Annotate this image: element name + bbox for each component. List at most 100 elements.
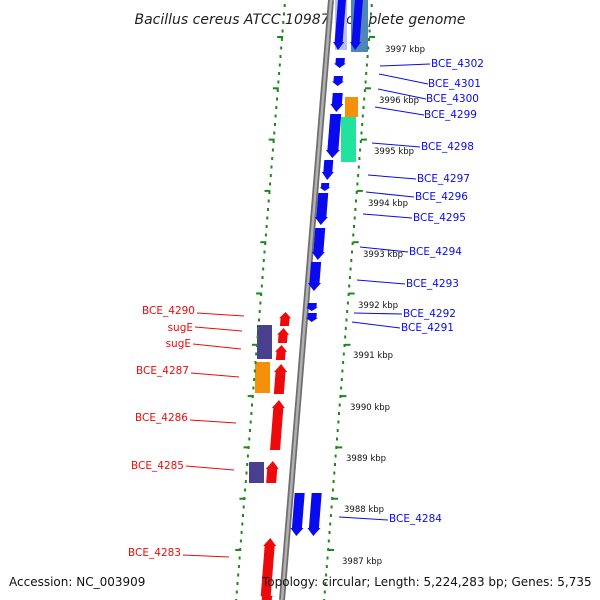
gene-label[interactable]: BCE_4296 bbox=[415, 191, 468, 203]
gene-label[interactable]: BCE_4291 bbox=[401, 322, 454, 334]
kbp-label: 3997 kbp bbox=[385, 45, 425, 55]
ring-dot bbox=[244, 480, 247, 483]
gene-label[interactable]: BCE_4301 bbox=[428, 78, 481, 90]
ring-dot bbox=[364, 80, 367, 84]
reverse-gene-arrow bbox=[260, 594, 274, 600]
ring-major-tick bbox=[369, 36, 376, 38]
gene-label[interactable]: BCE_4294 bbox=[409, 246, 462, 258]
ring-dot bbox=[351, 242, 354, 245]
ring-dot bbox=[244, 488, 247, 492]
ring-dot bbox=[340, 378, 343, 381]
ring-dot bbox=[245, 471, 248, 475]
ring-major-tick bbox=[268, 138, 275, 141]
ring-major-tick bbox=[243, 446, 250, 449]
ring-dot bbox=[324, 582, 327, 585]
ring-dot bbox=[254, 361, 257, 364]
gene-label[interactable]: BCE_4290 bbox=[142, 305, 195, 317]
ring-dot bbox=[264, 242, 267, 245]
ring-dot bbox=[368, 29, 371, 33]
gene-label[interactable]: BCE_4299 bbox=[424, 109, 477, 121]
ring-dot bbox=[338, 403, 341, 407]
ring-major-tick bbox=[344, 343, 351, 346]
ring-dot bbox=[331, 488, 334, 492]
reverse-gene-labels bbox=[182, 312, 245, 558]
gene-label[interactable]: BCE_4292 bbox=[403, 308, 456, 320]
ring-dot bbox=[350, 259, 353, 262]
ring-dot bbox=[357, 174, 360, 177]
gene-label[interactable]: BCE_4297 bbox=[417, 173, 470, 185]
gene-label[interactable]: BCE_4287 bbox=[136, 365, 189, 377]
gene-label[interactable]: BCE_4293 bbox=[406, 278, 459, 290]
ring-dot bbox=[359, 140, 362, 143]
ring-dot bbox=[280, 38, 283, 41]
kbp-label: 3991 kbp bbox=[353, 351, 393, 361]
ring-dot bbox=[249, 429, 251, 432]
ring-dot bbox=[259, 301, 262, 305]
accession-text: Accession: NC_003909 bbox=[9, 575, 146, 589]
ring-major-tick bbox=[348, 292, 355, 295]
forward-gene-arrow bbox=[321, 160, 334, 180]
ring-dot bbox=[251, 403, 253, 407]
gene-label[interactable]: BCE_4298 bbox=[421, 141, 474, 153]
gene-label[interactable]: BCE_4285 bbox=[131, 460, 184, 472]
ring-dot bbox=[353, 216, 356, 220]
ring-dot bbox=[362, 106, 365, 109]
ring-dot bbox=[328, 531, 331, 534]
ring-dot bbox=[360, 131, 363, 135]
ring-dot bbox=[260, 284, 263, 288]
ring-dot bbox=[342, 361, 345, 364]
reverse-gene-arrow bbox=[270, 400, 285, 450]
ring-dot bbox=[332, 480, 335, 483]
gene-label[interactable]: BCE_4286 bbox=[135, 412, 188, 424]
ring-dot bbox=[241, 522, 244, 526]
forward-gene-arrow bbox=[331, 76, 344, 86]
kbp-label: 3992 kbp bbox=[358, 301, 398, 311]
ring-major-tick bbox=[332, 497, 339, 500]
gene-label[interactable]: BCE_4283 bbox=[128, 547, 181, 559]
ring-dot bbox=[334, 454, 337, 458]
gene-label[interactable]: sugE bbox=[168, 322, 193, 334]
ring-dot bbox=[325, 573, 328, 577]
gene-label[interactable]: BCE_4295 bbox=[413, 212, 466, 224]
forward-gene-arrow bbox=[330, 93, 344, 112]
ring-dot bbox=[361, 114, 364, 118]
ring-dot bbox=[281, 29, 284, 33]
ring-dot bbox=[258, 318, 260, 322]
ring-dot bbox=[238, 556, 241, 560]
ring-major-tick bbox=[247, 395, 254, 398]
gene-label[interactable]: sugE bbox=[166, 338, 191, 350]
ring-dot bbox=[340, 386, 343, 390]
ring-dot bbox=[334, 463, 336, 466]
forward-gene-arrow bbox=[307, 262, 322, 291]
ring-dot bbox=[342, 352, 345, 356]
ring-dot bbox=[280, 46, 283, 50]
kbp-axis: 3997 kbp 3996 kbp 3995 kbp 3994 kbp 3993… bbox=[342, 45, 425, 567]
forward-gene-arrow bbox=[307, 493, 322, 536]
kbp-label: 3995 kbp bbox=[374, 147, 414, 157]
ring-dot bbox=[279, 55, 282, 58]
ring-dot bbox=[257, 327, 260, 330]
ring-dot bbox=[240, 531, 243, 534]
kbp-label: 3993 kbp bbox=[363, 250, 403, 260]
kbp-label: 3987 kbp bbox=[342, 557, 382, 567]
forward-gene-labels bbox=[338, 63, 431, 521]
ring-major-tick bbox=[328, 549, 335, 551]
gene-label[interactable]: BCE_4284 bbox=[389, 513, 442, 525]
ring-dot bbox=[370, 4, 373, 7]
ring-dot bbox=[369, 21, 372, 24]
ring-dot bbox=[353, 225, 355, 228]
ring-dot bbox=[277, 80, 280, 84]
kbp-label: 3994 kbp bbox=[368, 199, 408, 209]
ring-dot bbox=[345, 318, 348, 322]
gene-label[interactable]: BCE_4300 bbox=[426, 93, 479, 105]
ring-dot bbox=[349, 267, 352, 271]
gene-label[interactable]: BCE_4302 bbox=[431, 58, 484, 70]
ring-dot bbox=[355, 199, 357, 203]
ring-dot bbox=[283, 12, 285, 16]
ring-dot bbox=[337, 420, 340, 424]
ring-dot bbox=[346, 301, 349, 305]
ring-dot bbox=[270, 165, 273, 169]
ring-major-tick bbox=[365, 87, 371, 90]
forward-gene-arrow bbox=[311, 228, 326, 260]
